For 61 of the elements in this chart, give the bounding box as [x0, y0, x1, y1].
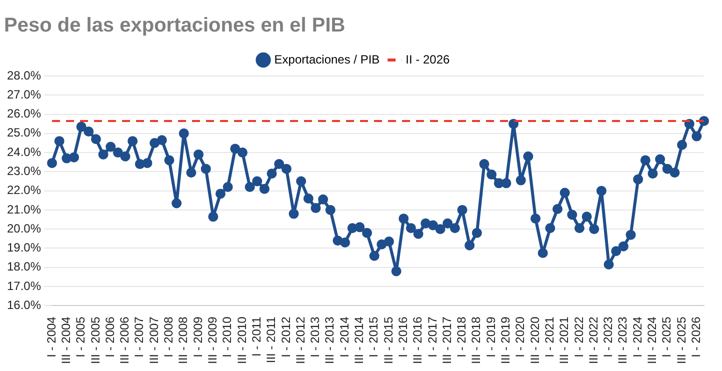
x-tick-label: III - 2022 [586, 316, 600, 364]
x-tick-label: III - 2005 [88, 316, 102, 364]
x-tick-label: I - 2011 [249, 316, 264, 356]
y-tick-label: 17.0% [6, 278, 42, 293]
x-tick-label: III - 2014 [352, 316, 366, 364]
x-tick-label: I - 2014 [337, 316, 352, 358]
legend-label: Exportaciones / PIB [274, 52, 380, 66]
y-tick-label: 20.0% [6, 221, 42, 236]
x-tick-label: III - 2010 [234, 316, 249, 364]
x-tick-label: I - 2009 [190, 316, 205, 358]
x-tick-label: III - 2021 [557, 316, 572, 364]
chart-title: Peso de las exportaciones en el PIB [4, 14, 346, 37]
x-tick-label: III - 2019 [498, 316, 513, 364]
x-tick-label: I - 2024 [630, 316, 644, 358]
x-tick-label: III - 2020 [528, 316, 542, 364]
x-tick-label: I - 2005 [74, 316, 88, 358]
x-tick-label: I - 2006 [102, 316, 117, 358]
x-tick-label: III - 2008 [176, 316, 190, 364]
y-tick-label: 18.0% [6, 260, 42, 274]
x-tick-label: I - 2010 [220, 316, 234, 358]
x-tick-label: I - 2017 [425, 316, 440, 358]
x-tick-label: I - 2023 [601, 316, 616, 358]
x-tick-label: III - 2025 [674, 316, 688, 364]
x-tick-label: III - 2017 [440, 316, 454, 364]
x-tick-label: III - 2023 [616, 316, 630, 364]
x-tick-label: III - 2013 [322, 316, 337, 364]
x-tick-label: III - 2009 [206, 316, 220, 364]
x-tick-label: I - 2019 [484, 316, 498, 358]
y-tick-label: 22.0% [6, 183, 42, 198]
x-tick-label: I - 2015 [366, 316, 381, 358]
y-tick-label: 27.0% [6, 87, 42, 102]
x-tick-label: III - 2004 [58, 316, 73, 364]
x-tick-label: I - 2020 [513, 316, 528, 358]
y-tick-label: 16.0% [6, 298, 42, 312]
x-tick-label: III - 2016 [410, 316, 425, 364]
x-tick-label: I - 2025 [660, 316, 674, 358]
legend-label: II - 2026 [406, 52, 450, 66]
x-tick-label: I - 2008 [162, 316, 176, 358]
x-tick-label: III - 2024 [645, 316, 660, 364]
x-tick-label: III - 2011 [264, 316, 278, 364]
x-tick-label: I - 2026 [688, 316, 703, 358]
y-tick-label: 19.0% [6, 240, 42, 255]
y-tick-label: 24.0% [6, 144, 42, 159]
y-tick-label: 23.0% [6, 164, 42, 178]
x-tick-label: III - 2007 [146, 316, 161, 364]
y-tick-label: 25.0% [6, 126, 42, 140]
x-tick-label: I - 2018 [454, 316, 469, 358]
x-tick-label: I - 2022 [572, 316, 586, 358]
x-tick-label: I - 2007 [132, 316, 146, 358]
y-tick-label: 28.0% [6, 68, 42, 82]
x-tick-label: I - 2004 [44, 316, 58, 358]
x-tick-label: I - 2016 [396, 316, 410, 358]
x-tick-label: III - 2012 [293, 316, 308, 364]
x-tick-label: I - 2012 [278, 316, 293, 358]
y-tick-label: 26.0% [6, 106, 42, 121]
x-tick-label: I - 2013 [308, 316, 322, 358]
x-tick-label: III - 2018 [469, 316, 484, 364]
x-tick-label: III - 2015 [381, 316, 396, 364]
x-tick-label: III - 2006 [118, 316, 132, 364]
x-tick-label: I - 2021 [542, 316, 556, 358]
y-tick-label: 21.0% [6, 202, 42, 216]
